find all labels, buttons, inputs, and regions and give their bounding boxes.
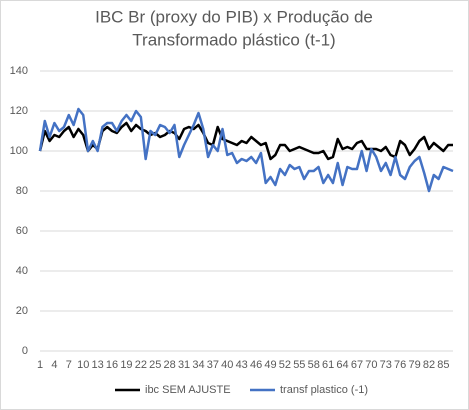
x-tick-label: 67 — [351, 359, 363, 371]
x-tick-label: 85 — [437, 359, 449, 371]
y-tick-label: 120 — [10, 105, 28, 117]
y-tick-label: 60 — [16, 225, 28, 237]
series-line — [38, 121, 453, 161]
x-tick-label: 49 — [264, 359, 276, 371]
x-tick-label: 40 — [221, 359, 233, 371]
y-tick-label: 140 — [10, 65, 28, 77]
x-tick-label: 61 — [322, 359, 334, 371]
x-tick-label: 25 — [149, 359, 161, 371]
chart-title: Transformado plástico (t-1) — [132, 30, 335, 49]
x-tick-label: 19 — [120, 359, 132, 371]
x-tick-label: 73 — [380, 359, 392, 371]
x-tick-label: 7 — [66, 359, 72, 371]
y-tick-label: 80 — [16, 185, 28, 197]
x-tick-label: 13 — [92, 359, 104, 371]
x-tick-label: 16 — [106, 359, 118, 371]
x-tick-label: 52 — [279, 359, 291, 371]
y-tick-label: 0 — [22, 345, 28, 357]
y-tick-label: 20 — [16, 305, 28, 317]
x-tick-label: 43 — [236, 359, 248, 371]
x-tick-label: 79 — [408, 359, 420, 371]
x-tick-label: 31 — [178, 359, 190, 371]
x-tick-label: 76 — [394, 359, 406, 371]
legend-label: ibc SEM AJUSTE — [145, 384, 231, 396]
x-tick-label: 37 — [207, 359, 219, 371]
y-tick-label: 40 — [16, 265, 28, 277]
x-tick-label: 64 — [336, 359, 348, 371]
x-tick-label: 82 — [423, 359, 435, 371]
x-tick-label: 55 — [293, 359, 305, 371]
x-tick-label: 70 — [365, 359, 377, 371]
x-tick-label: 1 — [37, 359, 43, 371]
legend-label: transf plastico (-1) — [280, 384, 368, 396]
x-tick-label: 58 — [308, 359, 320, 371]
x-tick-label: 34 — [192, 359, 204, 371]
x-tick-label: 28 — [164, 359, 176, 371]
x-tick-label: 46 — [250, 359, 262, 371]
series-line — [38, 107, 454, 193]
x-tick-label: 10 — [77, 359, 89, 371]
x-tick-label: 4 — [51, 359, 57, 371]
chart-title: IBC Br (proxy do PIB) x Produção de — [95, 7, 373, 26]
y-tick-label: 100 — [10, 145, 28, 157]
x-tick-label: 22 — [135, 359, 147, 371]
